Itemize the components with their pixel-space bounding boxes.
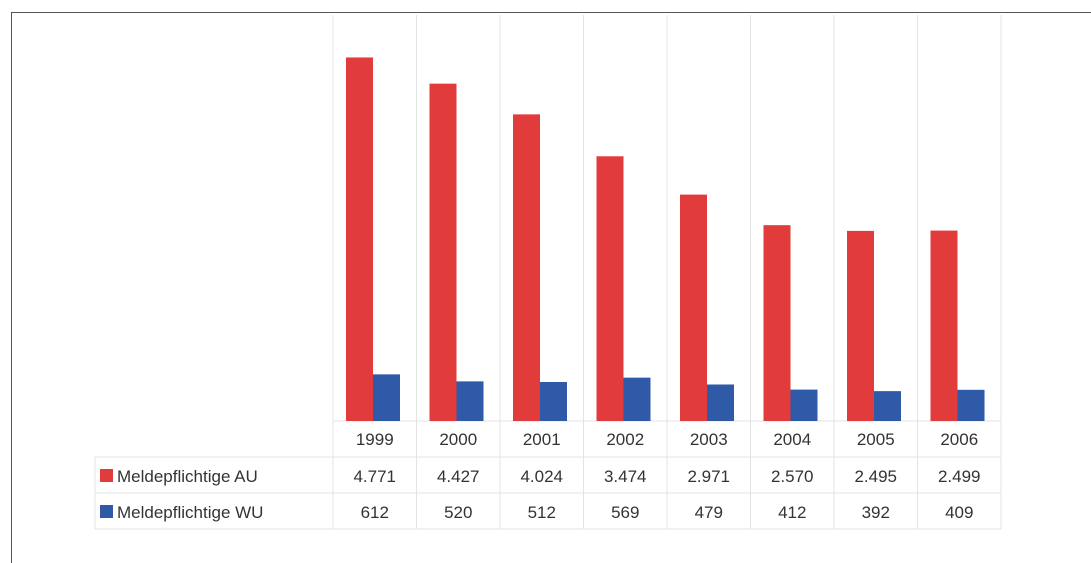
bar-wu bbox=[373, 374, 400, 421]
data-value: 4.771 bbox=[353, 467, 396, 486]
data-value: 2.971 bbox=[687, 467, 730, 486]
chart-frame bbox=[11, 12, 1091, 563]
data-value: 512 bbox=[528, 503, 556, 522]
bar-wu bbox=[790, 389, 818, 421]
category-label: 2001 bbox=[523, 430, 561, 449]
bar-au bbox=[930, 230, 958, 421]
bar-au bbox=[429, 83, 457, 421]
category-label: 2002 bbox=[606, 430, 644, 449]
category-label: 2006 bbox=[940, 430, 978, 449]
bar-wu bbox=[707, 384, 734, 421]
bar-au bbox=[763, 225, 791, 421]
category-label: 2003 bbox=[690, 430, 728, 449]
data-value: 412 bbox=[778, 503, 806, 522]
data-value: 2.570 bbox=[771, 467, 814, 486]
bar-au bbox=[596, 156, 624, 422]
bar-wu bbox=[456, 381, 484, 421]
data-value: 409 bbox=[945, 503, 973, 522]
bar-wu bbox=[623, 377, 651, 421]
legend-swatch-wu bbox=[100, 505, 113, 518]
category-label: 2000 bbox=[439, 430, 477, 449]
legend-swatch-au bbox=[100, 469, 113, 482]
data-value: 2.495 bbox=[854, 467, 897, 486]
data-value: 2.499 bbox=[938, 467, 981, 486]
bar-wu bbox=[540, 381, 567, 421]
data-value: 479 bbox=[695, 503, 723, 522]
bar-au bbox=[513, 114, 540, 421]
bar-au bbox=[847, 230, 874, 421]
data-value: 392 bbox=[862, 503, 890, 522]
data-value: 3.474 bbox=[604, 467, 647, 486]
category-label: 1999 bbox=[356, 430, 394, 449]
data-value: 612 bbox=[361, 503, 389, 522]
series-name: Meldepflichtige AU bbox=[117, 467, 258, 486]
data-value: 520 bbox=[444, 503, 472, 522]
bar-wu bbox=[957, 389, 985, 421]
data-value: 4.024 bbox=[520, 467, 563, 486]
series-name: Meldepflichtige WU bbox=[117, 503, 263, 522]
bar-au bbox=[680, 194, 707, 421]
data-value: 4.427 bbox=[437, 467, 480, 486]
data-value: 569 bbox=[611, 503, 639, 522]
category-label: 2004 bbox=[773, 430, 811, 449]
bar-wu bbox=[874, 391, 901, 421]
category-label: 2005 bbox=[857, 430, 895, 449]
bar-au bbox=[346, 57, 373, 421]
